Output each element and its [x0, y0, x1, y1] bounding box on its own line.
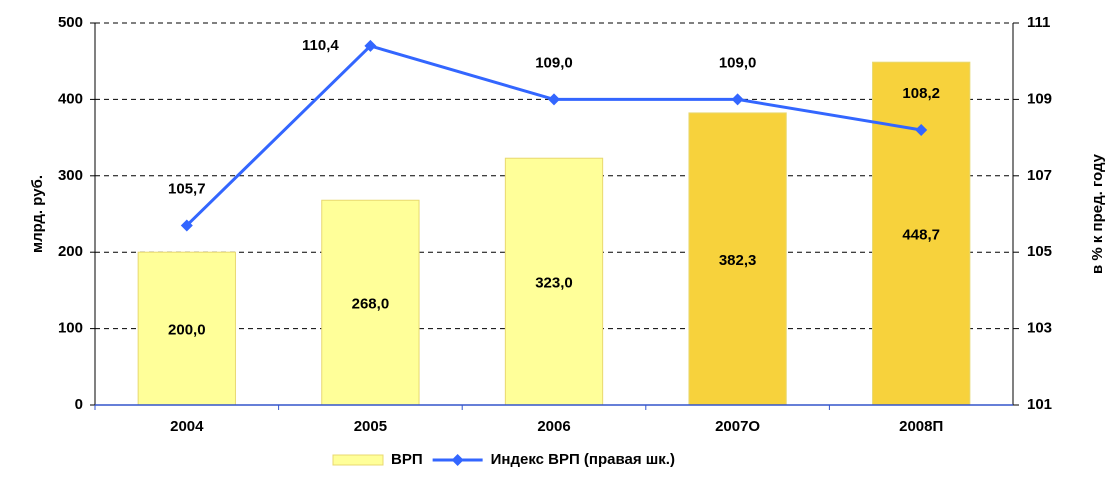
line-marker	[364, 39, 377, 52]
line-value-label: 105,7	[168, 180, 206, 197]
y2-axis-label: в % к пред. году	[1089, 153, 1106, 274]
bar-value-label: 323,0	[535, 275, 573, 292]
line-value-label: 109,0	[719, 54, 757, 71]
y2-tick-label: 109	[1027, 90, 1052, 107]
y-tick-label: 500	[58, 14, 83, 31]
bar	[872, 61, 971, 406]
x-tick-label: 2004	[170, 418, 204, 435]
y-tick-label: 100	[58, 320, 83, 337]
bar	[688, 112, 787, 406]
line-marker	[731, 93, 744, 106]
y-tick-label: 300	[58, 167, 83, 184]
line-value-label: 109,0	[535, 54, 573, 71]
legend-marker	[451, 454, 464, 466]
line-value-label: 110,4	[302, 37, 339, 54]
y2-tick-label: 111	[1027, 14, 1050, 31]
y-tick-label: 200	[58, 243, 83, 260]
y2-tick-label: 101	[1027, 396, 1052, 413]
y-tick-label: 400	[58, 90, 83, 107]
bar	[321, 199, 420, 406]
line-value-label: 108,2	[902, 85, 940, 102]
x-tick-label: 2006	[537, 418, 570, 435]
x-tick-label: 2005	[354, 418, 387, 435]
x-tick-label: 2007О	[715, 418, 760, 435]
legend-label: ВРП	[391, 451, 423, 468]
line-marker	[180, 219, 193, 232]
bar	[504, 157, 604, 406]
y2-tick-label: 107	[1027, 167, 1052, 184]
line-marker	[548, 93, 560, 106]
bar-value-label: 268,0	[352, 296, 390, 313]
bar-value-label: 200,0	[168, 322, 206, 339]
bar	[137, 251, 236, 406]
x-tick-label: 2008П	[899, 418, 943, 435]
line-marker	[915, 123, 928, 136]
y2-tick-label: 105	[1027, 243, 1052, 260]
legend-label: Индекс ВРП (правая шк.)	[491, 451, 675, 468]
bar-value-label: 382,3	[719, 252, 757, 269]
legend-swatch	[332, 454, 384, 466]
y-axis-label: млрд. руб.	[29, 175, 46, 253]
bar-value-label: 448,7	[902, 227, 940, 244]
y-tick-label: 0	[75, 396, 83, 413]
y2-tick-label: 103	[1027, 320, 1052, 337]
